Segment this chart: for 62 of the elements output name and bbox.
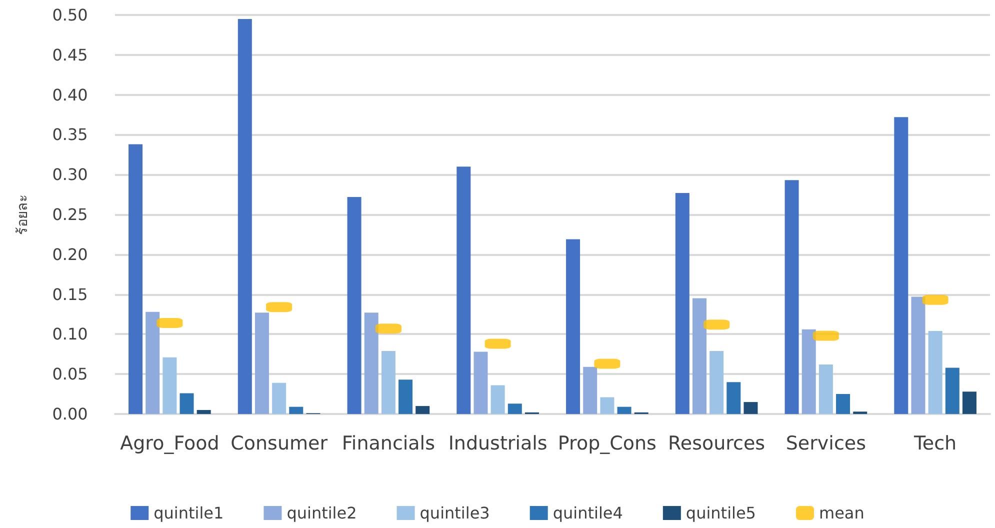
y-tick-label: 0.20 [52, 244, 88, 264]
y-tick-label: 0.25 [52, 205, 88, 224]
bar [744, 402, 758, 414]
bar [928, 331, 942, 414]
bar [784, 180, 799, 414]
bar [490, 385, 505, 414]
bar [398, 380, 413, 414]
y-tick-label: 0.10 [52, 324, 88, 344]
bar [802, 329, 816, 414]
x-tick-label: Industrials [448, 432, 548, 454]
y-tick-label: 0.40 [52, 85, 88, 104]
bar [474, 352, 488, 414]
y-tick-label: 0.50 [52, 6, 88, 24]
x-tick-label: Prop_Cons [558, 432, 656, 454]
bar [272, 382, 286, 414]
bar [566, 239, 580, 414]
bar [162, 357, 177, 414]
x-tick-label: Tech [913, 432, 957, 454]
bar [600, 397, 614, 414]
bar [364, 312, 378, 414]
bar [238, 18, 252, 414]
bar [962, 392, 976, 414]
bar [347, 196, 362, 414]
legend-label: quintile2 [286, 504, 357, 522]
bar [692, 298, 706, 414]
bar [726, 382, 741, 414]
legend-label: quintile3 [420, 504, 490, 522]
bar [617, 406, 632, 414]
bar [381, 350, 396, 414]
bar [254, 312, 269, 414]
legend-label: mean [818, 504, 864, 522]
bar [836, 394, 850, 414]
x-tick-label: Agro_Food [120, 432, 220, 454]
bar [128, 144, 143, 414]
bar [818, 364, 833, 414]
bar [583, 366, 598, 414]
bar [710, 350, 724, 414]
x-tick-label: Consumer [230, 432, 328, 454]
y-tick-label: 0.35 [52, 125, 88, 144]
x-tick-label: Financials [342, 432, 435, 454]
bar [508, 404, 522, 414]
y-tick-label: 0.15 [52, 284, 88, 304]
y-tick-label: 0.00 [52, 404, 88, 424]
y-axis-title: ร้อยละ [15, 194, 31, 235]
y-tick-label: 0.45 [52, 45, 88, 64]
bar [945, 368, 960, 414]
bar [894, 117, 908, 414]
bar [416, 406, 430, 414]
bar [146, 312, 160, 414]
legend-label: quintile4 [552, 504, 623, 522]
bar [911, 296, 926, 414]
bar [180, 393, 194, 414]
bar [289, 406, 304, 414]
bar [675, 192, 690, 414]
bar [456, 166, 471, 414]
bar [196, 410, 211, 414]
x-tick-label: Resources [668, 432, 766, 454]
y-tick-label: 0.30 [52, 165, 88, 184]
y-tick-label: 0.05 [52, 364, 88, 384]
legend-label: quintile1 [154, 504, 224, 522]
legend-label: quintile5 [686, 504, 756, 522]
x-tick-label: Services [786, 432, 866, 454]
